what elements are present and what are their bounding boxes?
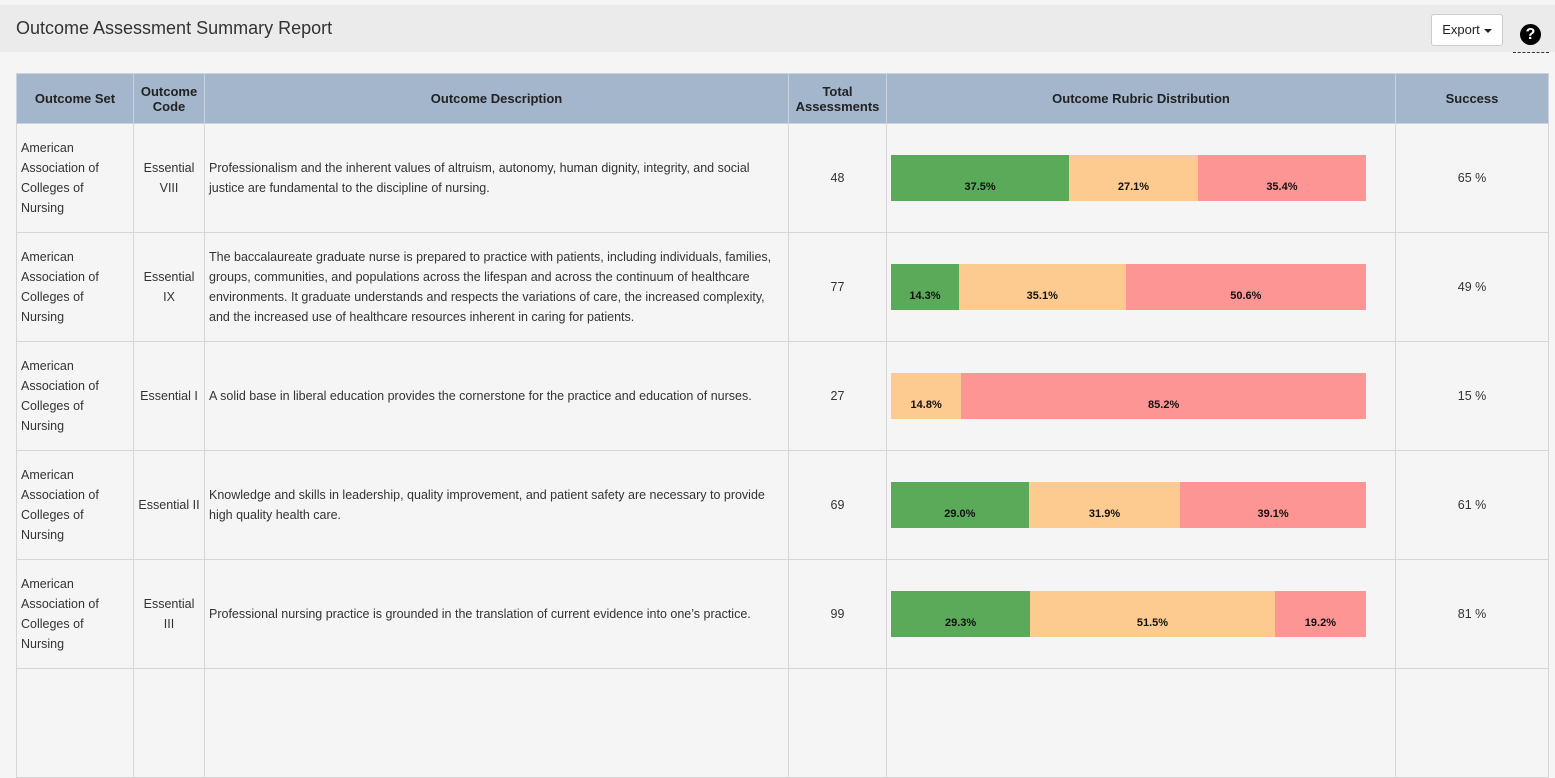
page-title: Outcome Assessment Summary Report: [16, 18, 333, 38]
outcome-code: Essential I: [133, 341, 205, 451]
bar-segment: 50.6%: [1125, 264, 1366, 310]
table-row: American Association of Colleges of Nurs…: [16, 123, 1549, 233]
bar-segment: 37.5%: [891, 155, 1070, 201]
segment-label: 29.3%: [944, 617, 977, 629]
empty-cell: [204, 668, 789, 778]
table-row: American Association of Colleges of Nurs…: [16, 341, 1549, 451]
summary-table: Outcome Set Outcome Code Outcome Descripti…: [16, 73, 1549, 778]
distribution-cell: 29.3% 51.5% 19.2%: [886, 559, 1396, 669]
distribution-cell: 29.0% 31.9% 39.1%: [886, 450, 1396, 560]
bar-segment: 85.2%: [961, 373, 1366, 419]
header-row: Outcome Set Outcome Code Outcome Descripti…: [16, 73, 1549, 124]
bar-segment: 35.1%: [958, 264, 1126, 310]
segment-label: 39.1%: [1257, 508, 1289, 520]
segment-label: 50.6%: [1230, 290, 1262, 302]
bar-segment: 51.5%: [1030, 591, 1275, 637]
distribution-cell: 14.8% 85.2%: [886, 341, 1396, 451]
outcome-set: American Association of Colleges of Nurs…: [16, 232, 134, 342]
column-header: Total Assessments: [788, 73, 887, 124]
success: 61 %: [1395, 450, 1549, 560]
success: 49 %: [1395, 232, 1549, 342]
total-assessments: 48: [788, 123, 887, 233]
table-row: American Association of Colleges of Nurs…: [16, 450, 1549, 560]
stacked-bar: 14.3% 35.1% 50.6%: [891, 264, 1366, 310]
empty-cell: [788, 668, 887, 778]
outcome-code: Essential III: [133, 559, 205, 669]
segment-label: 19.2%: [1304, 617, 1336, 629]
total-assessments: 99: [788, 559, 887, 669]
outcome-set: American Association of Colleges of Nurs…: [16, 123, 134, 233]
segment-label: 37.5%: [964, 181, 996, 193]
bar-segment: 14.3%: [891, 264, 959, 310]
stacked-bar: 14.8% 85.2%: [891, 373, 1366, 419]
total-assessments: 77: [788, 232, 887, 342]
page: Outcome Assessment Summary Report Export…: [0, 5, 1555, 778]
column-header: Success: [1395, 73, 1549, 124]
segment-label: 14.3%: [909, 290, 941, 302]
segment-label: 35.1%: [1026, 290, 1058, 302]
stacked-bar: 29.0% 31.9% 39.1%: [891, 482, 1366, 528]
bar-segment: 35.4%: [1197, 155, 1366, 201]
table-row: American Association of Colleges of Nurs…: [16, 232, 1549, 342]
header-bar: Outcome Assessment Summary Report Export…: [0, 5, 1555, 53]
success: 81 %: [1395, 559, 1549, 669]
outcome-description: Professionalism and the inherent values …: [204, 123, 789, 233]
table-row: [16, 668, 1549, 778]
outcome-set: American Association of Colleges of Nurs…: [16, 341, 134, 451]
column-header: Outcome Code: [133, 73, 205, 124]
segment-label: 31.9%: [1088, 508, 1121, 520]
export-button[interactable]: Export: [1431, 14, 1503, 46]
stacked-bar: 37.5% 27.1% 35.4%: [891, 155, 1366, 201]
outcome-description: Knowledge and skills in leadership, qual…: [204, 450, 789, 560]
segment-label: 29.0%: [944, 508, 976, 520]
outcome-description: Professional nursing practice is grounde…: [204, 559, 789, 669]
total-assessments: 69: [788, 450, 887, 560]
export-label[interactable]: Export: [1442, 22, 1480, 37]
empty-cell: [133, 668, 205, 778]
success: 65 %: [1395, 123, 1549, 233]
segment-label: 85.2%: [1148, 399, 1180, 411]
segment-label: 51.5%: [1136, 617, 1169, 629]
help-icon[interactable]: ?: [1520, 24, 1541, 45]
column-header: Outcome Rubric Distribution: [886, 73, 1396, 124]
distribution-cell: 14.3% 35.1% 50.6%: [886, 232, 1396, 342]
table-row: American Association of Colleges of Nurs…: [16, 559, 1549, 669]
empty-cell: [16, 668, 134, 778]
success: 15 %: [1395, 341, 1549, 451]
bar-segment: 29.0%: [891, 482, 1029, 528]
empty-cell: [886, 668, 1396, 778]
segment-label: 35.4%: [1266, 181, 1298, 193]
bar-segment: 29.3%: [891, 591, 1031, 637]
bar-segment: 31.9%: [1028, 482, 1181, 528]
column-header: Outcome Set: [16, 73, 134, 124]
outcome-code: Essential IX: [133, 232, 205, 342]
stacked-bar: 29.3% 51.5% 19.2%: [891, 591, 1366, 637]
distribution-cell: 37.5% 27.1% 35.4%: [886, 123, 1396, 233]
bar-segment: 27.1%: [1069, 155, 1198, 201]
help-underline: [1513, 52, 1549, 53]
bar-segment: 19.2%: [1274, 591, 1366, 637]
segment-label: 14.8%: [910, 399, 942, 411]
outcome-set: American Association of Colleges of Nurs…: [16, 450, 134, 560]
column-header: Outcome Description: [204, 73, 789, 124]
outcome-description: A solid base in liberal education provid…: [204, 341, 789, 451]
bar-segment: 14.8%: [891, 373, 962, 419]
outcome-set: American Association of Colleges of Nurs…: [16, 559, 134, 669]
outcome-code: Essential II: [133, 450, 205, 560]
total-assessments: 27: [788, 341, 887, 451]
outcome-description: The baccalaureate graduate nurse is prep…: [204, 232, 789, 342]
bar-segment: 39.1%: [1180, 482, 1366, 528]
outcome-code: Essential VIII: [133, 123, 205, 233]
empty-cell: [1395, 668, 1549, 778]
segment-label: 27.1%: [1117, 181, 1150, 193]
